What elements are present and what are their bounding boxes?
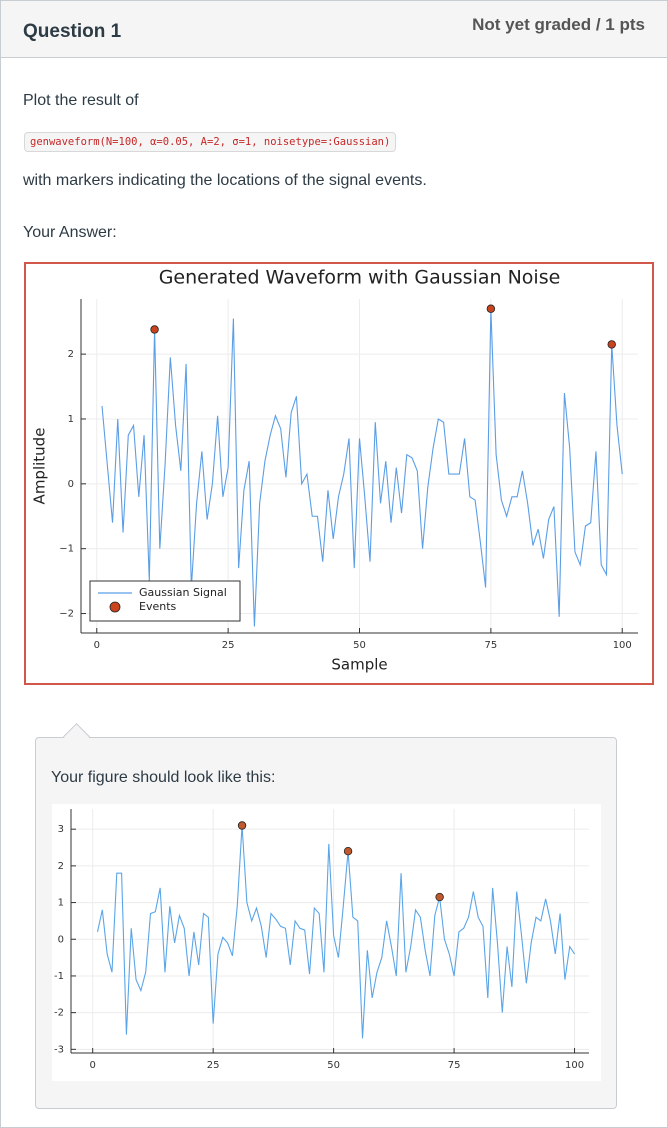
event-marker (343, 846, 353, 856)
y-tick-label: 2 (58, 861, 64, 872)
y-tick-label: 1 (68, 414, 74, 425)
x-tick-label: 75 (448, 1060, 461, 1071)
prompt: Plot the result of (23, 92, 139, 109)
y-tick-label: 1 (58, 898, 64, 909)
signal-line (96, 825, 576, 1039)
y-tick-label: -1 (54, 971, 64, 982)
y-axis-label: Amplitude (31, 428, 49, 505)
question-header: Question 1 Not yet graded / 1 pts (1, 1, 667, 58)
question-title: Question 1 (23, 21, 122, 42)
event-marker (150, 325, 159, 334)
code-snippet: genwaveform(N=100, α=0.05, A=2, σ=1, noi… (24, 132, 397, 152)
feedback-text: Your figure should look like this: (51, 769, 276, 786)
x-tick-label: 100 (613, 640, 632, 651)
answer-figure (24, 262, 654, 685)
legend-label: Gaussian Signal (139, 586, 227, 599)
x-tick-label: 0 (89, 1060, 95, 1071)
y-tick-label: -2 (54, 1008, 64, 1019)
x-tick-label: 50 (353, 640, 366, 651)
x-tick-label: 25 (222, 640, 235, 651)
x-tick-label: 0 (94, 640, 100, 651)
event-marker (607, 340, 616, 349)
y-tick-label: −2 (59, 609, 74, 620)
y-tick-label: -3 (54, 1044, 64, 1055)
x-axis-label: Sample (331, 656, 387, 674)
event-marker (435, 892, 444, 902)
x-tick-label: 25 (207, 1060, 220, 1071)
expected-chart: -3 -2 -1 0 1 2 3 0 25 50 75 100 (52, 804, 601, 1081)
event-marker (237, 821, 247, 830)
answer-label: Your Answer: (23, 224, 117, 241)
y-tick-label: 0 (58, 934, 64, 945)
grade-status: Not yet graded / 1 pts (472, 15, 645, 34)
x-tick-label: 50 (327, 1060, 340, 1071)
signal-line (101, 308, 623, 627)
x-tick-label: 100 (565, 1060, 584, 1071)
y-tick-label: −1 (59, 544, 74, 555)
instruction: with markers indicating the locations of… (23, 172, 427, 189)
y-tick-label: 3 (58, 824, 64, 835)
chart-title: Generated Waveform with Gaussian Noise (159, 267, 561, 289)
answer-chart: −2 −1 0 1 2 0 25 50 75 100 Generated Waveform with… (31, 267, 638, 674)
legend-box (89, 580, 241, 622)
y-tick-label: 2 (68, 349, 74, 360)
x-tick-label: 75 (485, 640, 498, 651)
legend-marker (109, 601, 121, 613)
legend-label: Events (139, 600, 177, 613)
event-marker (486, 304, 496, 313)
y-tick-label: 0 (68, 479, 74, 490)
